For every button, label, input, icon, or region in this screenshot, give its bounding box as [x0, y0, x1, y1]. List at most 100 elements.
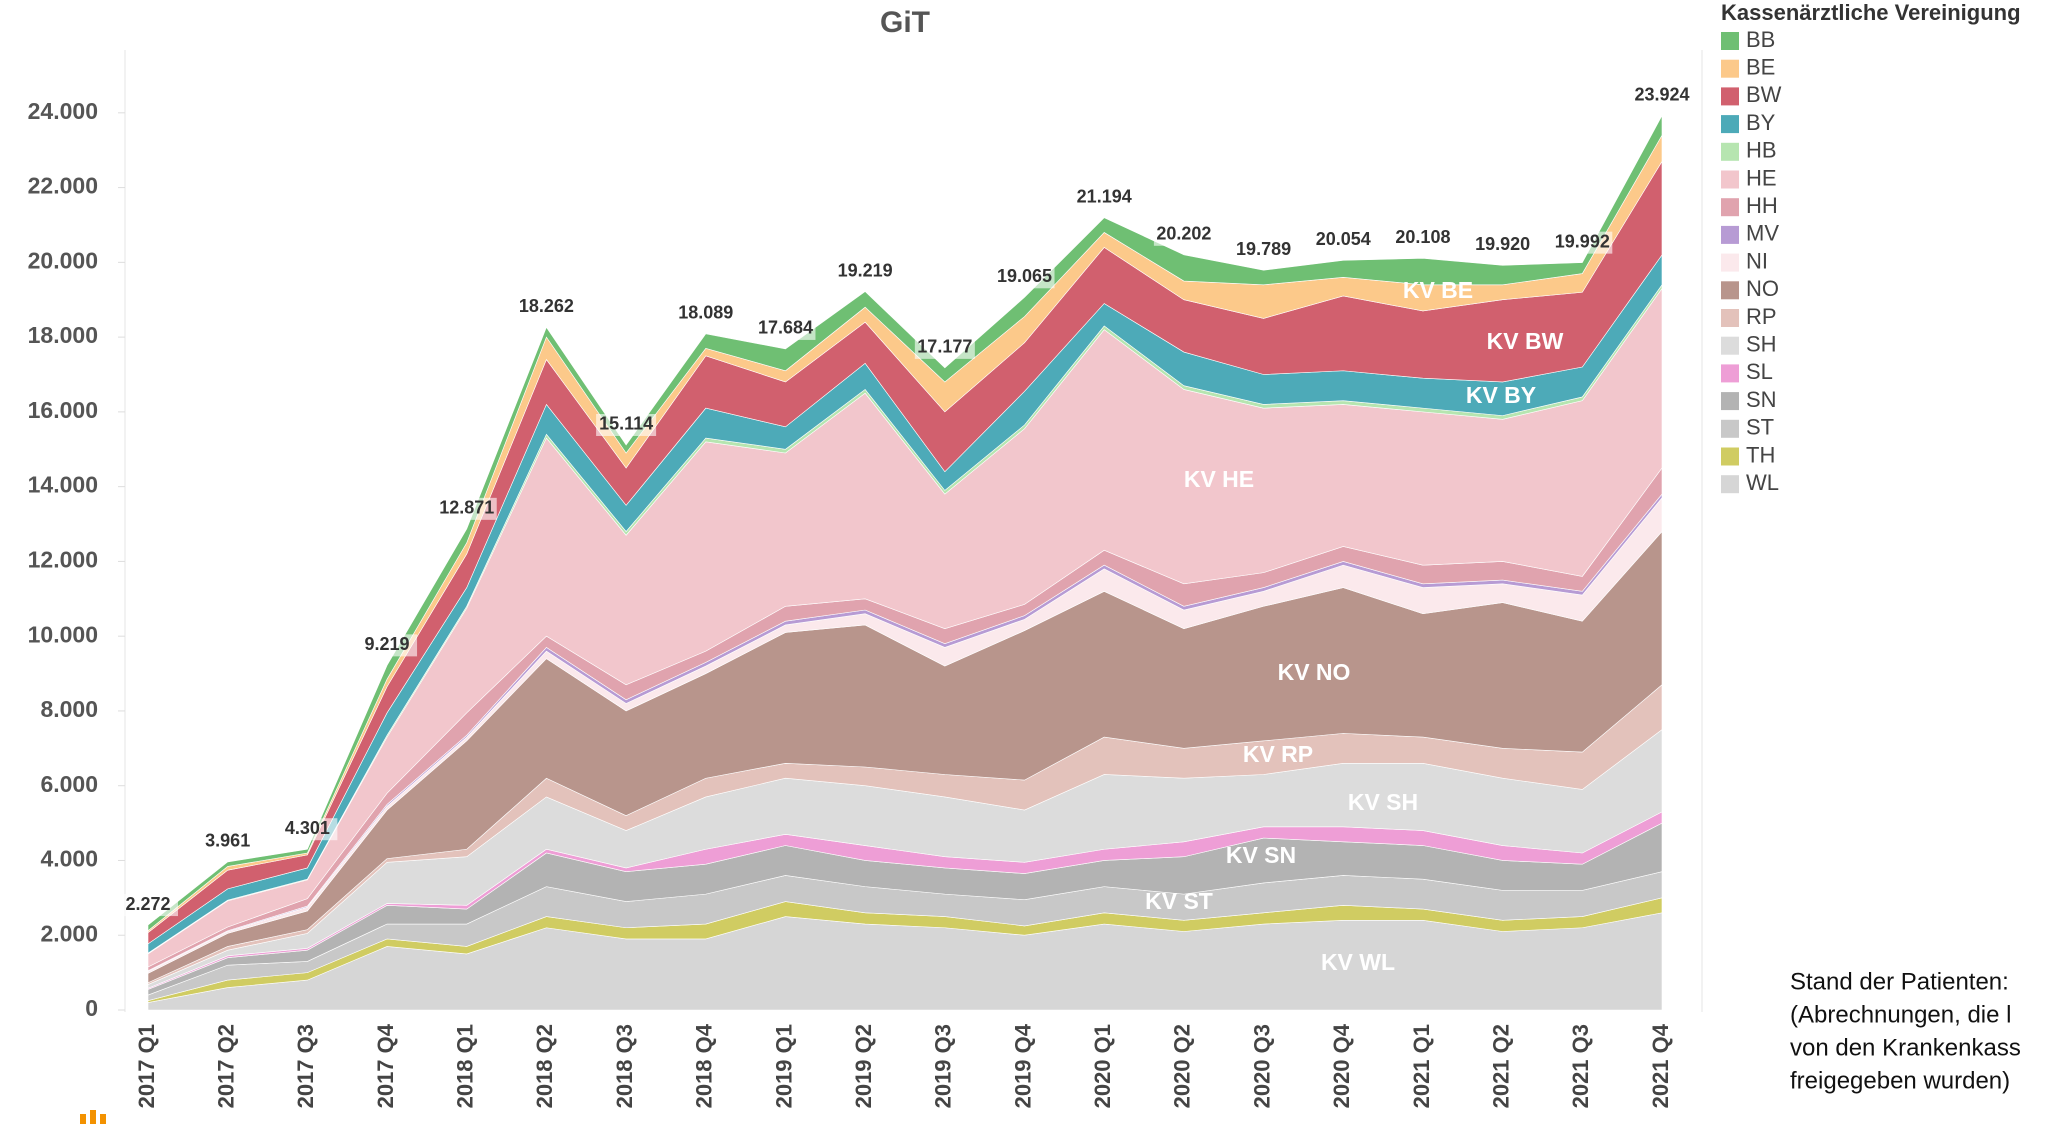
total-label-bg — [994, 266, 1055, 289]
total-label-bg — [835, 260, 896, 283]
total-label: 19.065 — [997, 266, 1052, 286]
legend-label: SH — [1746, 332, 1777, 357]
legend-label: BW — [1746, 82, 1782, 107]
area-label: KV WL — [1321, 949, 1395, 975]
x-tick-label: 2019 Q4 — [1010, 1023, 1035, 1108]
total-label-bg — [1472, 234, 1533, 257]
areas — [147, 115, 1663, 1011]
total-label: 19.920 — [1475, 234, 1530, 254]
x-tick-label: 2018 Q1 — [453, 1024, 478, 1108]
total-label-bg — [357, 634, 418, 657]
logo — [80, 1110, 106, 1124]
legend-swatch — [1721, 225, 1739, 244]
area-label: KV BE — [1403, 277, 1473, 303]
total-label-bg — [1392, 227, 1453, 250]
total-label-bg — [914, 336, 975, 359]
footnote: Stand der Patienten: — [1790, 968, 2009, 995]
total-label: 23.924 — [1634, 84, 1689, 104]
x-tick-label: 2018 Q3 — [612, 1024, 637, 1108]
total-label-bg — [1074, 186, 1135, 209]
legend-label: BY — [1746, 110, 1776, 135]
total-label-bg — [1313, 229, 1374, 252]
y-tick-label: 22.000 — [28, 173, 98, 199]
legend-swatch — [1721, 253, 1739, 272]
legend-label: WL — [1746, 470, 1779, 495]
legend-swatch — [1721, 170, 1739, 189]
total-label-bg — [596, 413, 657, 436]
legend-swatch — [1721, 87, 1739, 106]
legend-label: BE — [1746, 55, 1775, 80]
total-label: 4.301 — [285, 818, 330, 838]
x-tick-label: 2021 Q1 — [1409, 1024, 1434, 1108]
area-label: KV BW — [1487, 328, 1564, 354]
legend-label: BB — [1746, 27, 1775, 52]
y-tick-label: 2.000 — [40, 920, 98, 946]
y-tick-label: 8.000 — [40, 696, 98, 722]
y-tick-label: 4.000 — [40, 846, 98, 872]
total-label: 18.089 — [678, 303, 733, 323]
total-label-bg — [675, 302, 736, 325]
legend-swatch — [1721, 336, 1739, 355]
y-tick-label: 14.000 — [28, 472, 98, 498]
total-label-bg — [436, 497, 497, 520]
legend-swatch — [1721, 364, 1739, 383]
legend-label: ST — [1746, 415, 1774, 440]
total-label: 2.272 — [125, 894, 170, 914]
area-label: KV ST — [1145, 888, 1213, 914]
y-tick-label: 10.000 — [28, 621, 98, 647]
legend-label: RP — [1746, 304, 1777, 329]
total-label: 18.262 — [519, 296, 574, 316]
legend-swatch — [1721, 115, 1739, 134]
area-label: KV SN — [1226, 842, 1296, 868]
total-label-bg — [118, 894, 178, 917]
y-tick-label: 6.000 — [40, 771, 98, 797]
x-tick-label: 2020 Q2 — [1170, 1024, 1195, 1108]
x-tick-label: 2021 Q3 — [1568, 1024, 1593, 1108]
x-tick-label: 2021 Q2 — [1488, 1024, 1513, 1108]
y-tick-label: 16.000 — [28, 397, 98, 423]
total-label: 17.177 — [917, 337, 972, 357]
x-tick-label: 2019 Q2 — [851, 1024, 876, 1108]
y-tick-label: 0 — [85, 995, 98, 1021]
total-label-bg — [1233, 239, 1294, 262]
total-label-bg — [1153, 223, 1214, 246]
total-label: 3.961 — [205, 831, 250, 851]
x-tick-label: 2018 Q4 — [692, 1023, 717, 1108]
area-label: KV BY — [1466, 382, 1536, 408]
legend-title: Kassenärztliche Vereinigung — [1721, 0, 2021, 25]
total-label: 20.054 — [1316, 229, 1371, 249]
total-label: 9.219 — [365, 634, 410, 654]
legend-label: SN — [1746, 387, 1777, 412]
total-label-bg — [755, 317, 816, 340]
x-tick-label: 2020 Q1 — [1090, 1024, 1115, 1108]
y-tick-label: 18.000 — [28, 322, 98, 348]
x-tick-label: 2017 Q4 — [373, 1023, 398, 1108]
total-label-bg — [197, 830, 258, 853]
x-tick-label: 2020 Q4 — [1329, 1023, 1354, 1108]
total-label: 20.108 — [1395, 227, 1450, 247]
area-label: KV RP — [1243, 741, 1313, 767]
x-tick-label: 2021 Q4 — [1648, 1023, 1673, 1108]
legend-swatch — [1721, 59, 1739, 78]
area-label: KV SH — [1348, 789, 1418, 815]
footnote: von den Krankenkass — [1790, 1034, 2021, 1061]
total-label: 21.194 — [1077, 186, 1132, 206]
area-label: KV NO — [1278, 659, 1351, 685]
legend-label: SL — [1746, 359, 1773, 384]
x-tick-label: 2018 Q2 — [532, 1024, 557, 1108]
legend-label: TH — [1746, 442, 1775, 467]
total-label-bg — [1552, 231, 1613, 254]
legend-label: NI — [1746, 248, 1768, 273]
total-label-bg — [277, 818, 338, 841]
legend-label: MV — [1746, 221, 1779, 246]
x-tick-label: 2019 Q1 — [771, 1024, 796, 1108]
x-tick-label: 2017 Q3 — [293, 1024, 318, 1108]
legend-swatch — [1721, 198, 1739, 217]
legend-swatch — [1721, 32, 1739, 50]
y-tick-label: 20.000 — [28, 247, 98, 273]
legend-swatch — [1721, 447, 1739, 466]
legend-label: HB — [1746, 138, 1777, 163]
legend-swatch — [1721, 419, 1739, 438]
chart-title: GiT — [880, 6, 930, 39]
